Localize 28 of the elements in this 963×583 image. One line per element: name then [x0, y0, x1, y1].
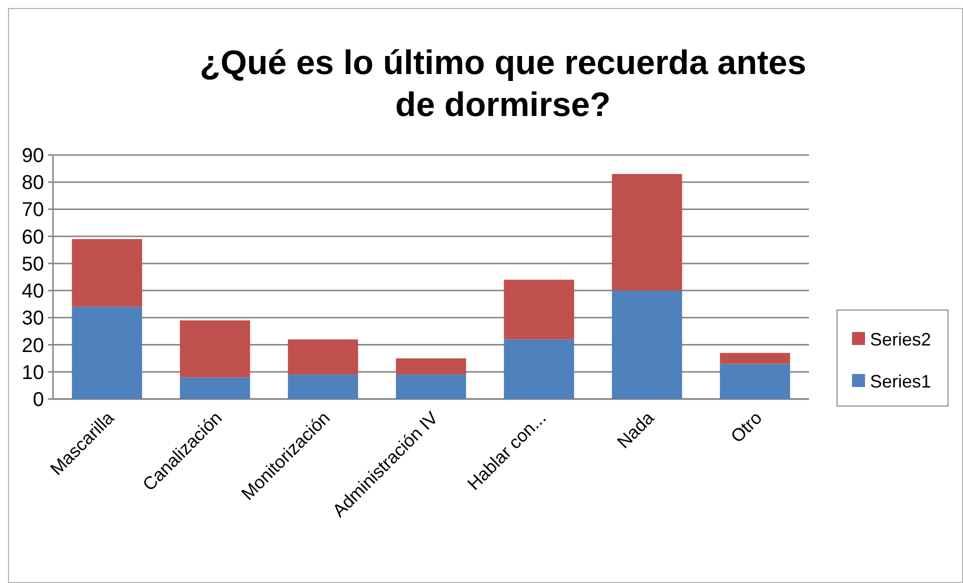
bar: [720, 364, 790, 399]
bar: [612, 174, 682, 291]
y-tick-label: 80: [22, 172, 44, 194]
bar: [504, 280, 574, 340]
bar: [72, 239, 142, 307]
y-tick-label: 90: [22, 145, 44, 167]
y-tick-label: 50: [22, 253, 44, 276]
bar: [504, 339, 574, 399]
legend-label: Series2: [870, 329, 932, 350]
bar: [180, 377, 250, 399]
bar: [288, 339, 358, 375]
y-tick-label: 30: [22, 308, 44, 330]
bar: [396, 374, 466, 399]
y-tick-label: 0: [32, 389, 44, 411]
legend-label: Series1: [870, 371, 932, 392]
y-tick-label: 20: [22, 334, 44, 357]
bar: [288, 374, 358, 399]
y-tick-label: 70: [22, 199, 44, 222]
bar: [72, 306, 142, 399]
bar: [396, 358, 466, 375]
y-tick-label: 60: [22, 226, 44, 248]
bar: [720, 352, 790, 364]
chart-title: ¿Qué es lo último que recuerda antes de dormirse?: [200, 44, 806, 124]
bar: [612, 290, 682, 399]
x-tick-label: Otro: [726, 408, 766, 447]
y-tick-label: 40: [22, 280, 44, 303]
bar: [180, 320, 250, 378]
y-tick-label: 10: [22, 362, 44, 384]
